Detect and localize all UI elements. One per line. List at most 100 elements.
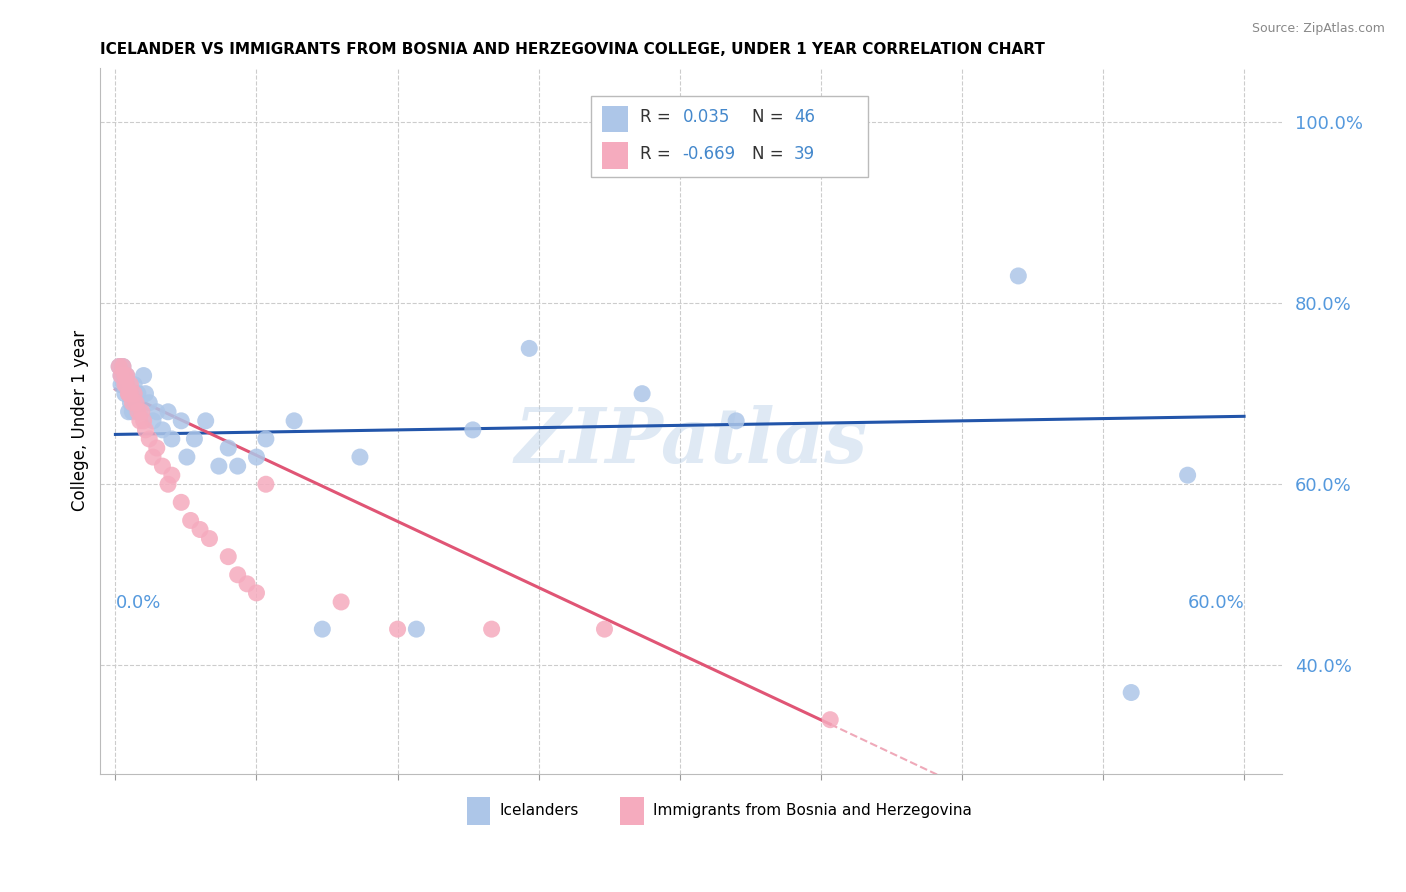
Point [725,414,748,428]
Point [120,386,142,401]
Text: 39: 39 [794,145,815,162]
Point [115,377,138,392]
Bar [602,142,628,169]
Point [146,441,169,455]
Point [818,713,841,727]
Point [111,368,134,383]
Point [311,622,333,636]
Text: Source: ZipAtlas.com: Source: ZipAtlas.com [1251,22,1385,36]
Point [122,395,145,409]
Point [461,423,484,437]
Point [183,432,205,446]
Point [1177,468,1199,483]
Point [160,468,183,483]
Point [170,495,193,509]
Point [254,432,277,446]
Point [176,450,198,464]
Point [114,377,136,392]
Point [631,386,654,401]
Point [254,477,277,491]
Point [142,414,165,428]
Text: N =: N = [752,108,789,126]
Point [128,405,150,419]
Point [120,395,142,409]
Point [121,395,143,409]
Point [245,586,267,600]
Point [245,450,267,464]
Point [142,450,165,464]
Point [208,459,231,474]
Point [517,342,540,356]
Text: 0.0%: 0.0% [115,594,160,612]
Point [593,622,616,636]
Point [194,414,217,428]
Point [110,368,132,383]
Point [1007,268,1029,283]
Point [134,386,156,401]
Point [132,414,155,428]
Point [330,595,353,609]
Point [121,405,143,419]
Point [160,432,183,446]
Point [226,459,249,474]
Point [122,377,145,392]
Text: 46: 46 [794,108,815,126]
Point [283,414,305,428]
Point [111,359,134,374]
Point [117,386,139,401]
Point [131,405,153,419]
Point [157,405,180,419]
Point [127,386,149,401]
Text: ZIPatlas: ZIPatlas [515,405,868,479]
Point [114,368,136,383]
Point [117,386,139,401]
Point [152,423,174,437]
Point [146,405,169,419]
Point [405,622,427,636]
Point [132,368,155,383]
Point [152,459,174,474]
Text: -0.669: -0.669 [683,145,735,162]
Point [114,386,136,401]
Text: Immigrants from Bosnia and Herzegovina: Immigrants from Bosnia and Herzegovina [654,804,972,818]
Point [111,359,134,374]
Point [387,622,409,636]
Point [108,359,131,374]
Text: 60.0%: 60.0% [1187,594,1244,612]
Point [349,450,371,464]
Point [180,513,202,527]
Text: N =: N = [752,145,789,162]
Point [115,377,138,392]
Point [128,414,150,428]
Point [115,368,138,383]
FancyBboxPatch shape [591,96,869,178]
Point [114,377,136,392]
Point [138,432,160,446]
Point [110,368,132,383]
Point [134,423,156,437]
Point [120,377,142,392]
Bar [467,797,491,825]
Point [236,577,259,591]
Bar [620,797,644,825]
Point [115,368,138,383]
Y-axis label: College, Under 1 year: College, Under 1 year [72,330,89,511]
Point [157,477,180,491]
Text: Icelanders: Icelanders [499,804,579,818]
Point [226,567,249,582]
Point [110,377,132,392]
Point [481,622,503,636]
Point [1121,685,1143,699]
Point [170,414,193,428]
Point [122,386,145,401]
Point [217,441,239,455]
Point [127,405,149,419]
Point [125,395,148,409]
Text: 0.035: 0.035 [683,108,730,126]
Point [138,395,160,409]
Point [217,549,239,564]
Point [188,523,211,537]
Point [120,386,142,401]
Point [117,386,139,401]
Bar [602,105,628,132]
